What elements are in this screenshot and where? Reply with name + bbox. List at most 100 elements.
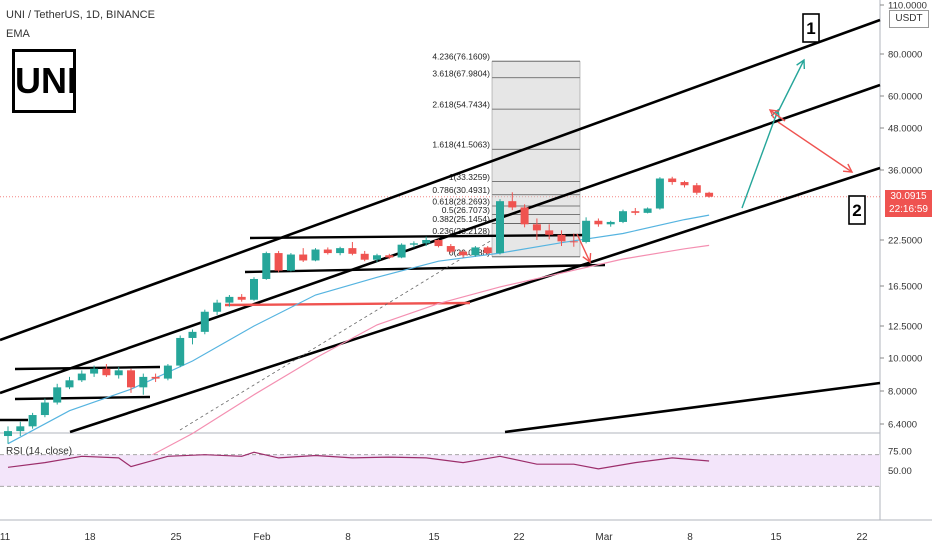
candle-body xyxy=(692,185,701,193)
candle-body xyxy=(520,207,529,225)
forecast-arrow-up-2-head xyxy=(796,58,806,70)
y-tick-label: 60.0000 xyxy=(888,92,922,103)
forecast-arrow-up-1 xyxy=(741,109,779,209)
candle-body xyxy=(397,244,406,258)
fib-level-label: 2.618(54.7434) xyxy=(432,100,490,110)
x-tick-label: Mar xyxy=(595,532,613,543)
candle-body xyxy=(139,376,148,388)
wave-label: 2 xyxy=(852,201,861,220)
candle-body xyxy=(483,247,492,254)
channel-trendline xyxy=(0,18,881,342)
candle-body xyxy=(336,248,345,254)
y-tick-label: 36.0000 xyxy=(888,166,922,177)
fib-level-label: 0.618(28.2693) xyxy=(432,197,490,207)
candle-body xyxy=(409,243,418,245)
candle-body xyxy=(446,246,455,252)
candle-body xyxy=(225,296,234,303)
fib-level-label: 0(20.0888) xyxy=(449,247,490,257)
x-tick-label: 15 xyxy=(770,532,782,543)
candle-body xyxy=(40,402,49,416)
candle-body xyxy=(606,221,615,225)
last-price: 30.0915 xyxy=(890,191,927,202)
rsi-label: RSI (14, close) xyxy=(6,446,72,457)
horizontal-level-line xyxy=(249,233,591,240)
candle-body xyxy=(582,220,591,242)
candle-body xyxy=(311,249,320,261)
candle-body xyxy=(360,253,369,260)
candle-body xyxy=(28,415,37,427)
horizontal-level-line xyxy=(244,263,606,274)
y-tick-label: 48.0000 xyxy=(888,124,922,135)
candle-body xyxy=(286,254,295,271)
candle-body xyxy=(496,201,504,254)
candle-body xyxy=(102,368,111,376)
candle-body xyxy=(4,431,12,437)
horizontal-level-line xyxy=(14,365,161,371)
x-tick-label: 22 xyxy=(856,532,868,543)
wave-label-box xyxy=(848,195,866,225)
candle-body xyxy=(200,311,209,332)
horizontal-level-line xyxy=(224,301,471,307)
candle-body xyxy=(532,224,541,231)
currency-badge[interactable]: USDT xyxy=(889,10,929,28)
fib-level-label: 0.382(25.1454) xyxy=(432,214,490,224)
y-tick-label: 6.4000 xyxy=(888,420,917,431)
candle-body xyxy=(114,370,123,376)
candle-body xyxy=(274,253,283,271)
ema-fast-line xyxy=(7,214,710,445)
forecast-arrow-down-2-head xyxy=(768,109,780,119)
x-tick-label: 25 xyxy=(170,532,182,543)
channel-trendline xyxy=(69,166,881,434)
candle-body xyxy=(434,240,443,247)
forecast-arrow-down-2 xyxy=(769,109,786,122)
x-tick-label: 11 xyxy=(0,532,11,543)
fib-zone xyxy=(492,61,580,257)
indicator-label: EMA xyxy=(6,28,30,40)
x-tick-label: 18 xyxy=(84,532,96,543)
candle-body xyxy=(459,251,468,256)
symbol-title: UNI / TetherUS, 1D, BINANCE xyxy=(6,9,155,21)
candle-body xyxy=(385,255,394,258)
candle-body xyxy=(237,296,246,300)
y-tick-label: 80.0000 xyxy=(888,50,922,61)
candle-body xyxy=(373,255,381,260)
candle-body xyxy=(619,211,627,222)
ema-slow-line xyxy=(118,244,710,474)
rsi-tick-label: 75.00 xyxy=(888,446,912,457)
y-tick-label: 12.5000 xyxy=(888,322,922,333)
candle-body xyxy=(188,331,197,338)
candle-body xyxy=(545,230,554,235)
channel-trendline xyxy=(0,83,881,395)
fib-level-label: 4.236(76.1609) xyxy=(432,52,490,62)
candle-body xyxy=(471,247,480,256)
x-tick-label: 22 xyxy=(513,532,525,543)
candle-body xyxy=(348,248,357,254)
forecast-arrow-down-3-head xyxy=(582,252,592,264)
wave-label: 1 xyxy=(806,19,815,38)
candle-body xyxy=(262,253,271,279)
candle-body xyxy=(508,201,517,208)
rsi-tick-label: 50.00 xyxy=(888,466,912,477)
forecast-arrow-down-3 xyxy=(576,233,591,263)
x-tick-label: 8 xyxy=(345,532,351,543)
candle-body xyxy=(680,182,689,186)
candle-body xyxy=(127,370,135,388)
candle-body xyxy=(90,368,99,374)
forecast-arrow-down-1 xyxy=(777,121,853,173)
forecast-arrow-down-1-head xyxy=(842,163,854,173)
fib-level-label: 1.618(41.5063) xyxy=(432,140,490,150)
fib-level-label: 1(33.3259) xyxy=(449,172,490,182)
projection-dashed-line xyxy=(179,239,493,431)
candle-body xyxy=(422,240,431,244)
candle-body xyxy=(213,302,222,312)
candle-body xyxy=(299,254,308,261)
candle-body xyxy=(323,249,332,254)
last-price-badge: 30.0915 22:16:59 xyxy=(885,190,932,217)
fib-level-label: 3.618(67.9804) xyxy=(432,68,490,78)
y-tick-label: 10.0000 xyxy=(888,354,922,365)
horizontal-level-line xyxy=(14,395,151,401)
fib-level-label: 0.5(26.7073) xyxy=(442,205,490,215)
candle-body xyxy=(250,278,258,300)
candle-body xyxy=(176,337,185,366)
